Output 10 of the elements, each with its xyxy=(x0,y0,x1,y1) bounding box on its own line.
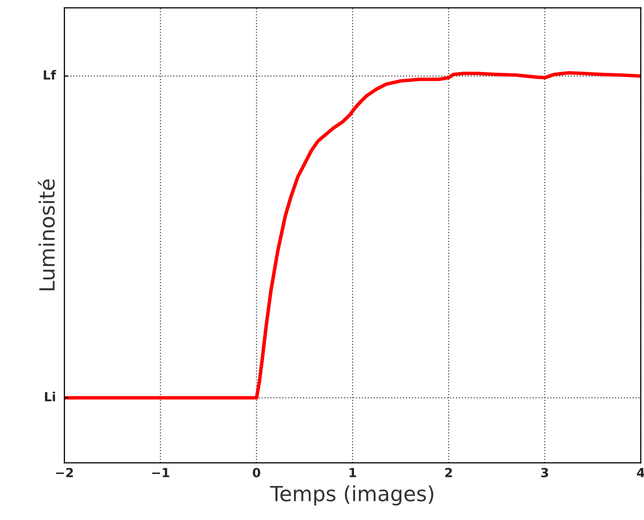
x-tick-label: 0 xyxy=(252,468,260,478)
y-axis-title: Luminosité xyxy=(38,179,55,290)
x-axis-title: Temps (images) xyxy=(270,485,434,506)
x-tick-label: −1 xyxy=(152,468,170,478)
x-tick-label: 3 xyxy=(541,468,548,478)
ref-line-label: Lf xyxy=(44,70,56,80)
x-tick-label: −2 xyxy=(56,468,73,478)
x-tick-label: 1 xyxy=(350,468,356,478)
ref-line-label: Li xyxy=(44,392,56,402)
x-tick-label: 2 xyxy=(445,468,452,478)
